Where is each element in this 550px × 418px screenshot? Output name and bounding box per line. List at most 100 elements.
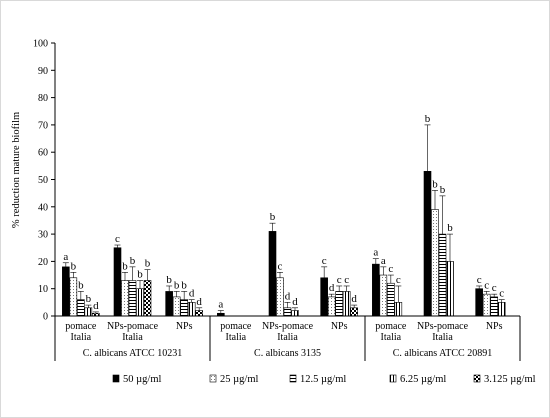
error-bars-layer — [62, 124, 505, 314]
bar — [350, 307, 358, 317]
bar — [320, 277, 328, 317]
legend-item-label: 12.5 µg/ml — [300, 374, 346, 385]
legend-swatch — [389, 374, 397, 383]
bar — [335, 291, 343, 317]
bar — [84, 307, 93, 317]
category-label: NPs-pomace — [417, 321, 469, 332]
significance-letter: c — [388, 263, 393, 275]
group-label: C. albicans ATCC 10231 — [83, 348, 182, 359]
significance-letter: b — [270, 211, 276, 223]
bar — [446, 261, 454, 317]
bar — [372, 263, 380, 317]
bar — [342, 291, 351, 317]
bar — [180, 299, 188, 317]
y-tick-label: 30 — [38, 230, 48, 241]
significance-letter: b — [181, 279, 187, 291]
significance-letter: d — [196, 296, 202, 308]
category-label: Italia — [122, 332, 143, 343]
y-tick-label: 90 — [38, 66, 48, 77]
significance-letter: d — [292, 296, 298, 308]
y-tick-label: 10 — [38, 284, 48, 295]
significance-letter: c — [322, 255, 327, 267]
legend-item-label: 50 µg/ml — [123, 374, 162, 385]
legend-item-label: 6.25 µg/ml — [400, 374, 446, 385]
legend-swatch — [473, 374, 481, 383]
significance-letter: c — [396, 274, 401, 286]
legend-item-label: 25 µg/ml — [220, 374, 259, 385]
bar — [438, 233, 447, 317]
significance-letter: d — [329, 282, 335, 294]
y-tick-label: 40 — [38, 202, 48, 213]
significance-letter: c — [115, 233, 120, 245]
significance-letter: c — [477, 274, 482, 286]
significance-letter: c — [337, 274, 342, 286]
y-tick-label: 0 — [43, 312, 48, 323]
category-label: Italia — [277, 332, 298, 343]
legend-swatch — [112, 374, 120, 383]
bar — [128, 280, 137, 317]
category-label: Italia — [71, 332, 92, 343]
bar — [291, 310, 299, 317]
bar — [482, 293, 491, 317]
group-label: C. albicans ATCC 20891 — [393, 348, 492, 359]
significance-letter: b — [137, 269, 143, 281]
bar — [497, 302, 506, 317]
bar — [113, 247, 122, 317]
y-tick-label: 80 — [38, 93, 48, 104]
category-label: Italia — [381, 332, 402, 343]
significance-letter: a — [381, 255, 386, 267]
significance-letter: c — [484, 279, 489, 291]
significance-letter: c — [344, 274, 349, 286]
significance-letter: b — [447, 222, 453, 234]
bar — [62, 266, 70, 317]
significance-letter: b — [174, 279, 180, 291]
bar — [490, 296, 498, 317]
significance-letter: c — [492, 282, 497, 294]
category-label: pomace — [220, 321, 252, 332]
category-label: NPs — [176, 321, 193, 332]
bar — [276, 277, 284, 317]
bar — [387, 282, 395, 317]
significance-letter: d — [351, 293, 357, 305]
bar — [77, 299, 85, 317]
bar — [327, 296, 336, 317]
category-label: Italia — [432, 332, 453, 343]
significance-letter: b — [425, 113, 431, 125]
group-label: C. albicans 3135 — [254, 348, 321, 359]
bar — [165, 291, 173, 317]
bar — [69, 277, 78, 317]
significance-letter: d — [285, 290, 291, 302]
y-tick-label: 60 — [38, 148, 48, 159]
bar — [475, 288, 483, 317]
significance-letter: c — [278, 260, 283, 272]
significance-letter: a — [63, 251, 68, 263]
category-label: NPs-pomace — [107, 321, 159, 332]
bar — [195, 310, 203, 317]
y-tick-label: 70 — [38, 120, 48, 131]
legend-swatch — [289, 374, 297, 383]
legend: 50 µg/ml 25 µg/ml 12.5 µg/ml 6.25 µg/ml 3.12… — [112, 374, 536, 385]
significance-letter: b — [122, 260, 128, 272]
bar — [423, 171, 432, 317]
significance-letter: d — [189, 288, 195, 300]
significance-letter: c — [499, 288, 504, 300]
significance-letter: b — [130, 255, 136, 267]
bar — [121, 280, 129, 317]
category-label: NPs — [331, 321, 348, 332]
significance-letter: b — [432, 178, 438, 190]
bar — [268, 231, 277, 317]
y-tick-label: 100 — [33, 39, 48, 50]
significance-letter: d — [93, 300, 99, 312]
significance-letter: b — [440, 184, 446, 196]
significance-letter: a — [218, 299, 223, 311]
category-label: NPs-pomace — [262, 321, 314, 332]
y-axis-label: % reduction mature biofilm — [11, 112, 22, 228]
bar — [394, 302, 403, 317]
significance-letter: b — [166, 274, 172, 286]
bar — [136, 288, 144, 317]
legend-item-label: 3.125 µg/ml — [484, 374, 536, 385]
bar — [172, 296, 181, 317]
